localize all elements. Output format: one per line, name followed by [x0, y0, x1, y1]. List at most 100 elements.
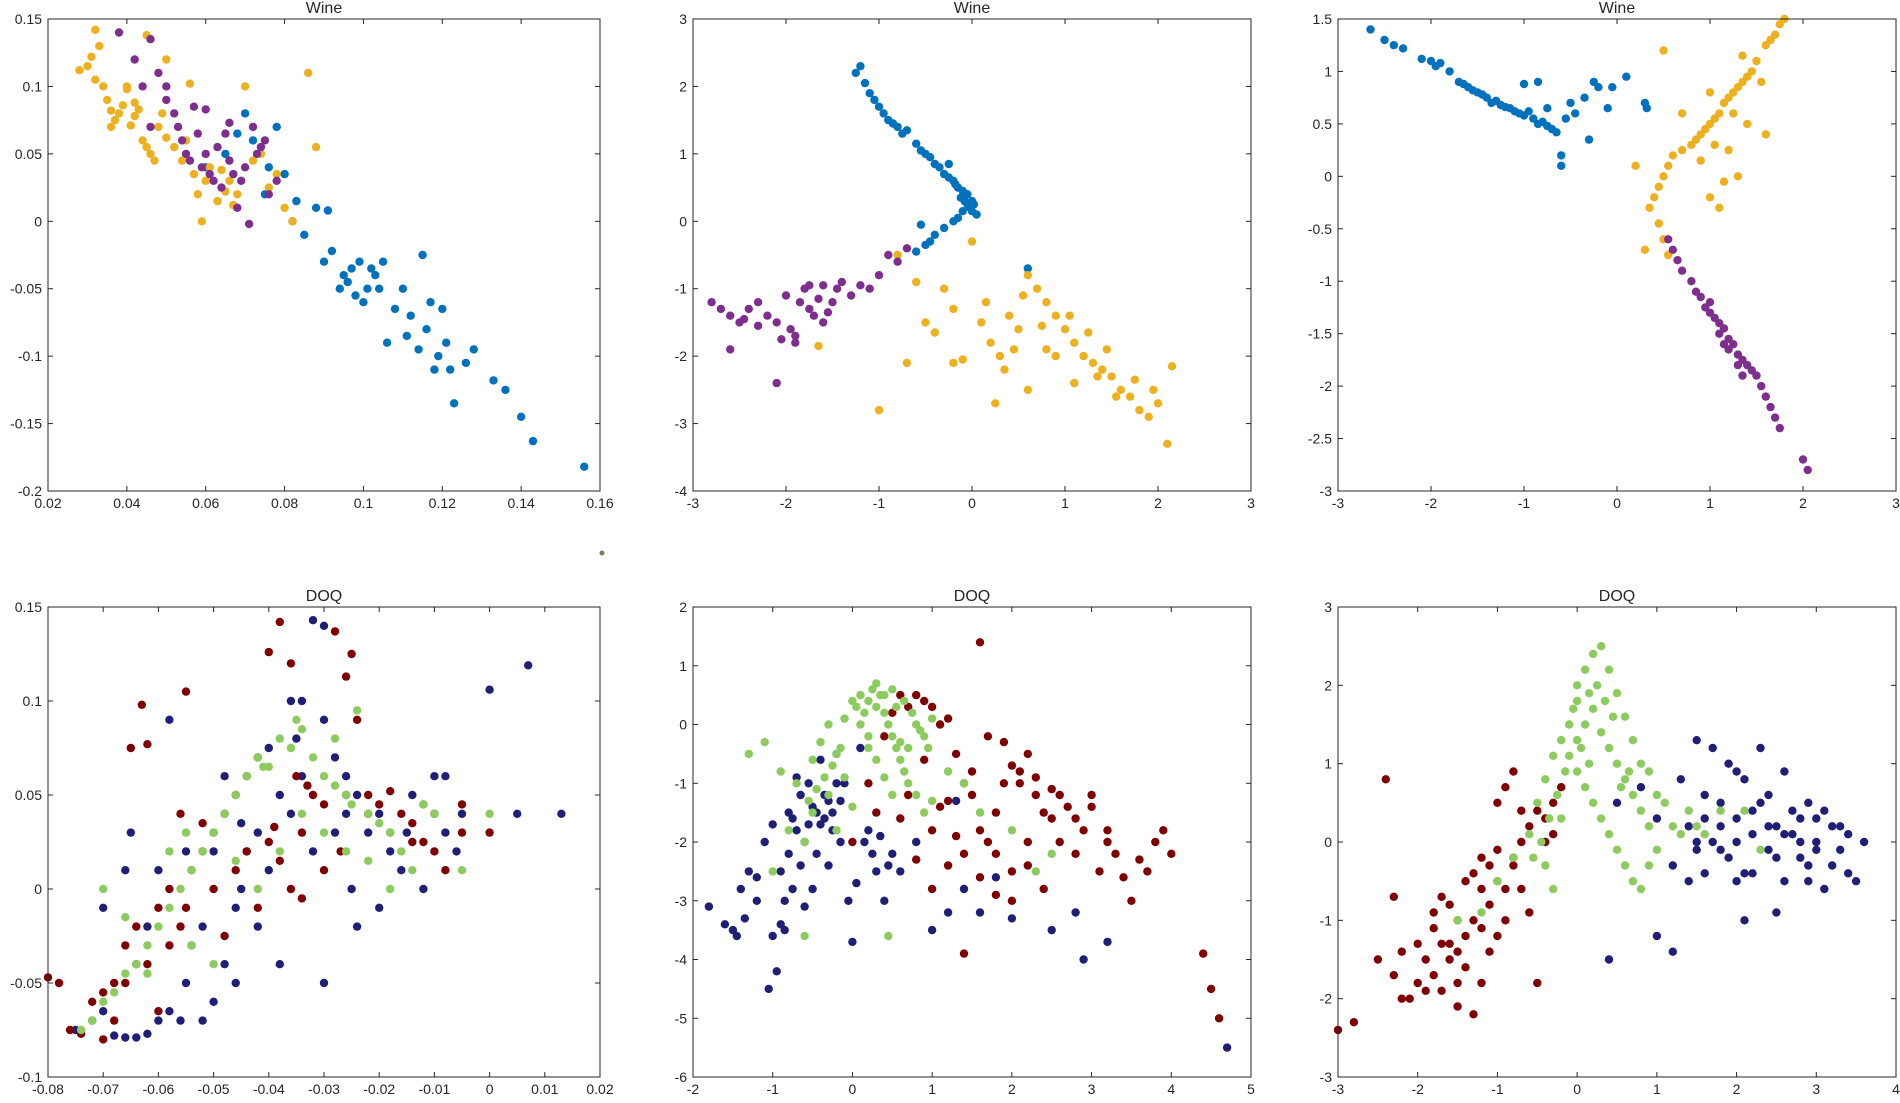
data-point [1659, 172, 1668, 181]
data-point [935, 720, 945, 729]
data-point [856, 281, 865, 290]
data-point [975, 908, 985, 917]
data-point [975, 638, 985, 647]
data-point [1561, 114, 1571, 123]
data-point [1557, 161, 1566, 170]
data-point [975, 826, 985, 835]
data-point [170, 109, 179, 118]
data-point [130, 55, 139, 64]
data-point [1788, 806, 1797, 815]
data-point [856, 743, 865, 753]
data-point [364, 790, 373, 800]
data-point [1700, 830, 1709, 839]
data-point [229, 169, 238, 179]
data-point [165, 941, 174, 950]
data-point [981, 298, 991, 307]
data-point [319, 866, 329, 875]
data-point [1732, 767, 1741, 776]
data-point [308, 753, 318, 762]
data-point [1543, 104, 1552, 113]
data-point [173, 122, 183, 132]
data-point [430, 847, 439, 856]
data-point [162, 133, 171, 142]
x-tick-label: -1 [1491, 1081, 1504, 1097]
series-2 [814, 237, 1177, 448]
data-point [904, 702, 913, 712]
data-point [220, 809, 229, 818]
x-tick-label: 0 [968, 495, 976, 511]
y-tick-label: 2 [1324, 677, 1332, 693]
data-point [1716, 806, 1725, 815]
data-point [1517, 884, 1526, 894]
data-point [1349, 1018, 1359, 1027]
data-point [876, 831, 885, 841]
data-point [132, 960, 141, 969]
data-point [137, 700, 146, 709]
data-point [143, 740, 152, 749]
data-point [264, 866, 273, 875]
data-point [1684, 822, 1693, 831]
x-tick-label: 1 [1706, 495, 1714, 511]
data-point [347, 884, 356, 894]
data-point [1453, 978, 1462, 988]
x-tick-label: -3 [1332, 1081, 1345, 1097]
data-point [865, 284, 874, 293]
data-point [884, 720, 893, 729]
data-point [341, 809, 351, 818]
data-point [1796, 853, 1805, 862]
data-point [205, 169, 214, 179]
data-point [893, 122, 902, 132]
x-tick-label: -1 [873, 495, 886, 511]
data-point [795, 298, 805, 307]
data-point [1692, 845, 1701, 854]
data-point [1588, 704, 1598, 713]
data-point [430, 772, 439, 781]
data-point [422, 325, 431, 334]
data-point [1112, 392, 1121, 401]
data-point [1620, 712, 1630, 721]
data-point [1724, 853, 1733, 862]
data-point [740, 914, 749, 923]
data-point [1604, 665, 1614, 674]
data-point [880, 708, 889, 717]
data-point [275, 856, 284, 865]
data-point [1031, 773, 1041, 782]
data-point [1047, 814, 1056, 823]
data-point [1738, 51, 1747, 60]
x-tick-label: -1 [1518, 495, 1531, 511]
data-point [1780, 830, 1789, 839]
data-point [1631, 161, 1640, 170]
data-point [1761, 41, 1771, 50]
data-point [1724, 145, 1733, 155]
data-point [1596, 728, 1606, 737]
data-point [330, 828, 340, 837]
data-point [1493, 877, 1502, 886]
x-tick-label: -0.08 [32, 1081, 64, 1097]
data-point [1525, 822, 1534, 831]
data-point [1397, 994, 1407, 1003]
x-tick-label: 0.1 [354, 495, 374, 511]
data-point [1844, 869, 1853, 878]
series-3 [707, 244, 912, 388]
data-point [364, 828, 373, 837]
data-point [253, 828, 262, 837]
data-point [921, 318, 930, 327]
data-point [352, 715, 362, 724]
data-point [1047, 784, 1056, 794]
series-2 [43, 617, 494, 1044]
data-point [1381, 775, 1391, 784]
data-point [879, 109, 888, 118]
data-point [868, 849, 877, 858]
data-point [1612, 798, 1622, 807]
data-point [280, 203, 289, 212]
data-point [1772, 853, 1781, 862]
data-point [1469, 1010, 1478, 1019]
plot-frame [47, 18, 601, 492]
data-point [1405, 994, 1414, 1003]
data-point [430, 809, 439, 818]
data-point [286, 743, 296, 753]
data-point [430, 365, 439, 374]
data-point [912, 139, 921, 148]
data-point [1130, 375, 1140, 384]
data-point [441, 866, 450, 875]
